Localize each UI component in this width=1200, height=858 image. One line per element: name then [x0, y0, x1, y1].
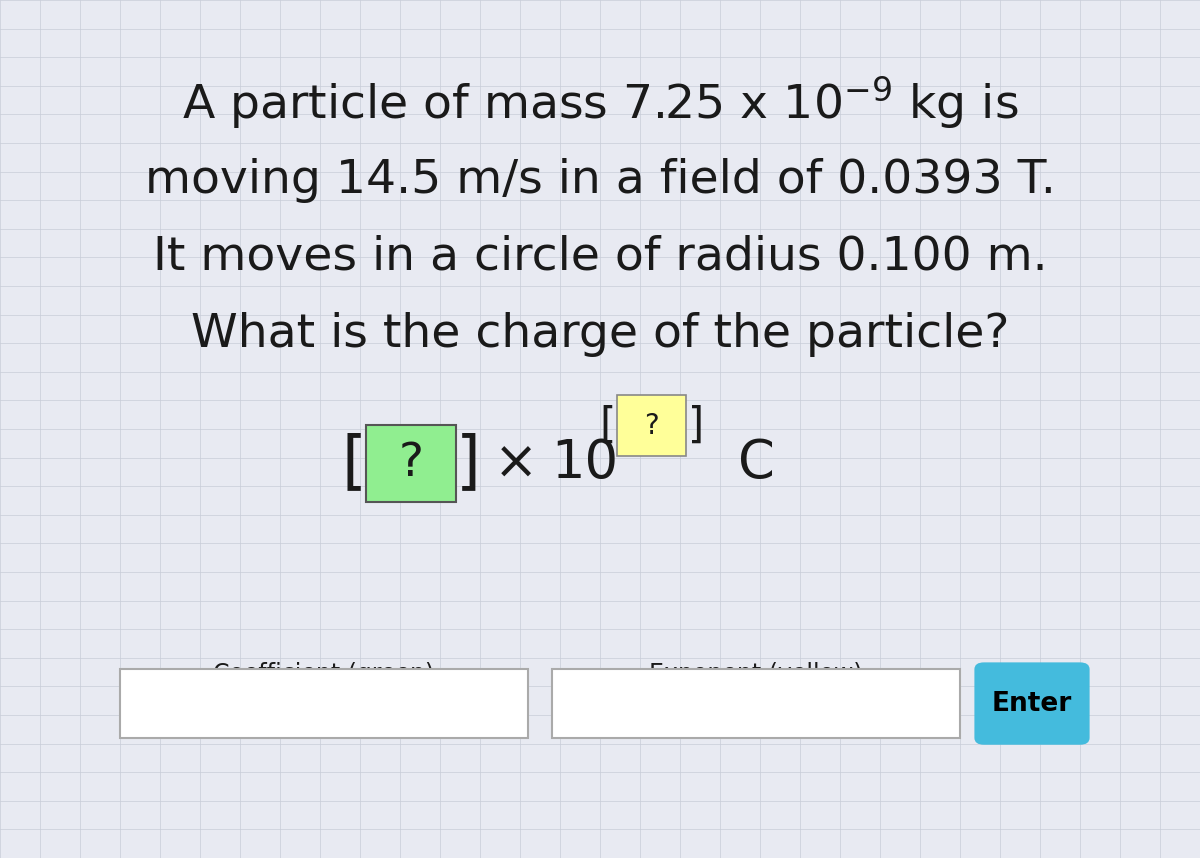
Text: ]: ] [456, 432, 480, 494]
FancyBboxPatch shape [974, 662, 1090, 745]
Text: ?: ? [398, 441, 424, 486]
Text: ?: ? [644, 412, 659, 439]
Text: [: [ [599, 405, 616, 446]
FancyBboxPatch shape [617, 395, 686, 456]
Text: [: [ [342, 432, 366, 494]
FancyBboxPatch shape [366, 425, 456, 502]
Text: It moves in a circle of radius 0.100 m.: It moves in a circle of radius 0.100 m. [152, 235, 1048, 280]
Text: ]: ] [688, 405, 704, 446]
Text: ×: × [494, 438, 538, 489]
FancyBboxPatch shape [552, 669, 960, 738]
Text: moving 14.5 m/s in a field of 0.0393 T.: moving 14.5 m/s in a field of 0.0393 T. [144, 158, 1056, 202]
Text: 10: 10 [551, 438, 618, 489]
Text: Coefficient (green): Coefficient (green) [214, 662, 434, 686]
Text: Enter: Enter [992, 691, 1072, 716]
Text: A particle of mass 7.25 x 10$^{-9}$ kg is: A particle of mass 7.25 x 10$^{-9}$ kg i… [181, 75, 1019, 131]
Text: C: C [738, 438, 774, 489]
Text: What is the charge of the particle?: What is the charge of the particle? [191, 312, 1009, 357]
Text: Exponent (yellow): Exponent (yellow) [649, 662, 863, 686]
FancyBboxPatch shape [120, 669, 528, 738]
